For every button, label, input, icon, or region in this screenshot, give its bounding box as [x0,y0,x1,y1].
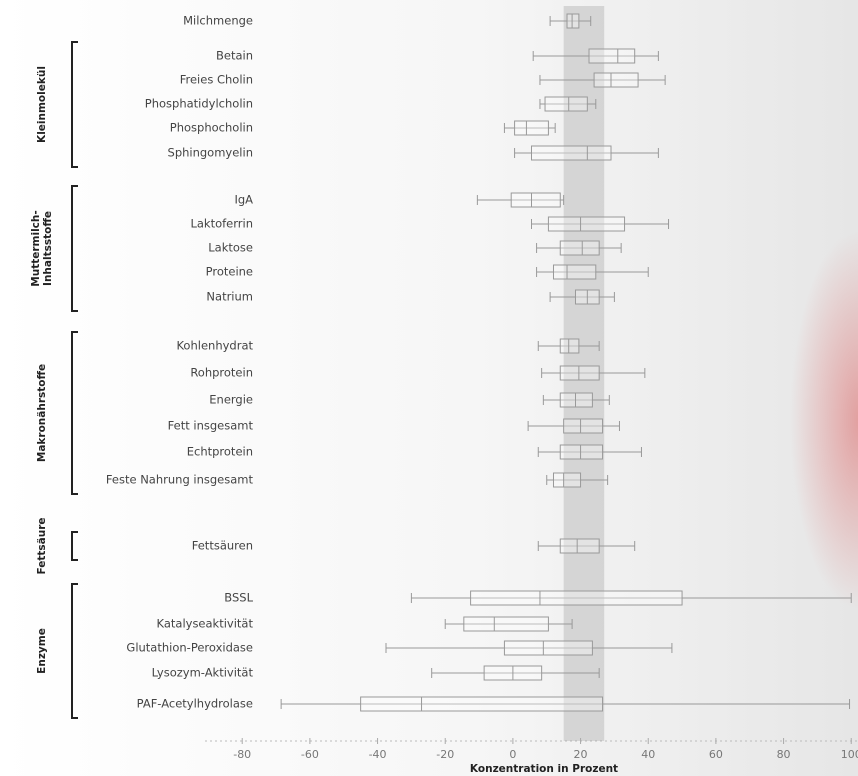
category-label: Lysozym-Aktivität [152,666,254,680]
box [566,13,580,29]
x-tick-label: 80 [777,748,791,761]
category-label: Glutathion-Peroxidase [126,641,253,655]
box [470,590,683,606]
background-blob [790,230,858,610]
group-label: Makronährstoffe [36,364,48,462]
group-label-line: Muttermilch- [30,210,42,286]
box [514,120,549,136]
category-label: Echtprotein [187,445,253,459]
group-bracket [71,583,78,719]
group-bracket [71,185,78,312]
x-tick-label: -40 [369,748,387,761]
box [552,472,582,488]
box [552,264,597,280]
category-label: Proteine [206,265,253,279]
box [463,616,549,632]
group-label: Fettsäure [36,517,48,574]
box [360,696,604,712]
category-label: Laktoferrin [190,217,253,231]
group-label-line: Fettsäure [36,517,48,574]
category-label: Betain [216,49,253,63]
box [559,338,580,354]
x-axis-label: Konzentration in Prozent [470,763,618,775]
category-label: BSSL [224,591,253,605]
box [559,365,600,381]
x-tick-label: -60 [301,748,319,761]
group-label-line: Inhaltsstoffe [42,211,54,286]
box [544,96,588,112]
group-label-line: Enzyme [36,628,48,674]
category-label: Katalyseaktivität [157,617,254,631]
box [559,538,600,554]
box [547,216,626,232]
box [510,192,561,208]
category-label: IgA [234,193,253,207]
box [593,72,639,88]
x-tick-label: -20 [436,748,454,761]
category-label: Milchmenge [183,14,253,28]
category-label: Feste Nahrung insgesamt [106,473,254,487]
group-label: Muttermilch-Inhaltsstoffe [30,210,54,286]
group-bracket [71,41,78,168]
category-label: Energie [209,393,253,407]
x-tick-label: 20 [574,748,588,761]
category-label: Fett insgesamt [168,419,254,433]
category-label: Laktose [208,241,253,255]
category-label: Fettsäuren [192,539,253,553]
box [559,444,604,460]
x-tick-label: 40 [641,748,655,761]
box [588,48,636,64]
x-tick-label: 0 [509,748,516,761]
box [531,145,612,161]
category-label: Natrium [206,290,253,304]
category-label: Phosphocholin [170,121,253,135]
box [559,392,593,408]
x-tick-label: -80 [233,748,251,761]
box [559,240,600,256]
category-label: Freies Cholin [180,73,253,87]
category-label: Sphingomyelin [168,146,253,160]
category-label: Kohlenhydrat [176,339,253,353]
group-label-line: Makronährstoffe [36,364,48,462]
category-label: PAF-Acetylhydrolase [137,697,253,711]
group-bracket [71,531,78,561]
group-bracket [71,331,78,495]
category-label: Phosphatidylcholin [145,97,253,111]
box [503,640,593,656]
x-tick-label: 60 [709,748,723,761]
box [563,418,604,434]
category-label: Rohprotein [190,366,253,380]
group-label: Kleinmolekül [36,66,48,143]
x-tick-label: 100 [841,748,858,761]
group-label-line: Kleinmolekül [36,66,48,143]
group-label: Enzyme [36,628,48,674]
